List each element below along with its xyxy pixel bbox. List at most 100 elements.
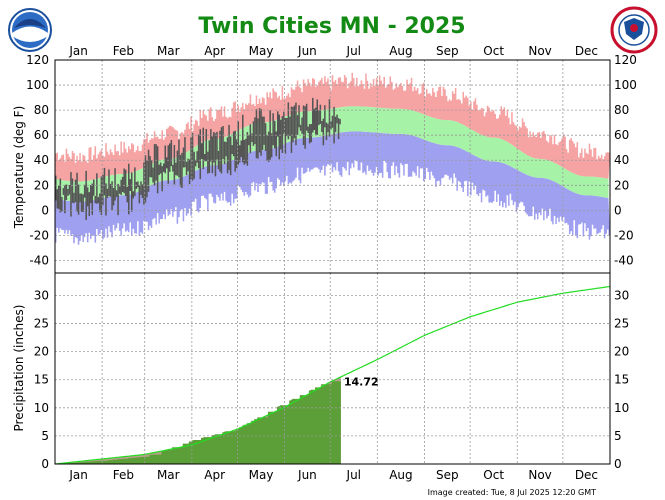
observed-temp-bar: [141, 184, 144, 198]
temp-ytick-label-right: 0: [614, 203, 622, 217]
month-label-bottom: May: [249, 468, 274, 482]
observed-temp-bar: [231, 145, 233, 154]
month-label-top: Aug: [389, 44, 412, 58]
observed-temp-bar: [219, 130, 221, 172]
observed-temp-bar: [96, 173, 98, 204]
observed-temp-bar: [123, 168, 125, 194]
observed-temp-bar: [68, 185, 71, 195]
observed-temp-bar: [305, 103, 308, 131]
observed-temp-bar: [64, 185, 66, 214]
observed-temp-bar: [272, 113, 274, 146]
observed-temp-bar: [59, 178, 62, 213]
observed-temp-bar: [252, 121, 255, 146]
observed-temp-bar: [280, 119, 282, 150]
observed-temp-bar: [179, 155, 182, 187]
observed-temp-bar: [213, 132, 215, 163]
observed-temp-bar: [258, 108, 261, 153]
observed-temp-bar: [211, 136, 214, 174]
observed-temp-bar: [270, 133, 273, 158]
observed-temp-bar: [208, 140, 211, 173]
observed-temp-bar: [240, 140, 243, 157]
observed-temp-bar: [196, 151, 198, 163]
precip-ytick-label-left: 20: [34, 345, 49, 359]
observed-temp-bar: [217, 150, 220, 170]
precip-ytick-label-left: 15: [34, 373, 49, 387]
observed-temp-bar: [255, 109, 258, 159]
month-label-top: Mar: [157, 44, 180, 58]
month-label-top: Feb: [113, 44, 134, 58]
observed-temp-bar: [169, 143, 171, 172]
observed-temp-bar: [185, 161, 188, 176]
observed-temp-bar: [187, 158, 189, 172]
observed-temperature-bars: [55, 97, 341, 220]
observed-temp-bar: [191, 133, 194, 181]
observed-temp-bar: [229, 136, 232, 176]
observed-temp-bar: [333, 106, 335, 144]
temp-ytick-label-right: -20: [614, 228, 634, 242]
observed-temp-bar: [91, 183, 94, 215]
observed-temp-bar: [301, 117, 303, 134]
observed-temp-bar: [126, 186, 129, 203]
observed-temp-bar: [188, 159, 191, 185]
precip-ytick-label-left: 0: [41, 457, 49, 471]
month-label-bottom: Jul: [346, 468, 361, 482]
observed-temp-bar: [61, 196, 63, 212]
observed-temp-bar: [193, 151, 195, 179]
temp-ytick-label-left: 100: [26, 78, 49, 92]
observed-temp-bar: [337, 118, 340, 140]
precip-ytick-label-right: 5: [614, 429, 622, 443]
observed-temp-bar: [319, 104, 322, 124]
observed-temp-bar: [106, 188, 109, 198]
observed-temp-bar: [202, 127, 205, 170]
observed-temp-bar: [182, 147, 185, 168]
observed-temp-bar: [167, 145, 170, 184]
record-low-band: [55, 131, 610, 245]
observed-temp-bar: [334, 116, 337, 133]
observed-temp-bar: [290, 106, 293, 153]
chart-title: Twin Cities MN - 2025: [198, 14, 465, 39]
nws-logo: [610, 6, 658, 54]
noaa-logo: [8, 8, 52, 52]
month-label-bottom: Nov: [528, 468, 551, 482]
observed-temp-bar: [93, 179, 95, 196]
observed-temp-bar: [274, 120, 276, 149]
observed-temp-bar: [190, 137, 192, 179]
observed-temp-bar: [88, 192, 91, 217]
month-label-bottom: Mar: [157, 468, 180, 482]
observed-temp-bar: [164, 145, 167, 174]
month-label-top: Sep: [436, 44, 459, 58]
observed-temp-bar: [155, 144, 157, 181]
observed-temp-bar: [138, 185, 141, 204]
observed-temp-bar: [316, 99, 319, 135]
precipitation-axis-label: Precipitation (inches): [12, 305, 26, 432]
observed-temp-bar: [120, 179, 122, 195]
observed-temp-bar: [336, 114, 338, 124]
observed-temp-bar: [166, 157, 168, 169]
observed-temp-bar: [94, 195, 97, 204]
observed-temp-bar: [304, 106, 306, 149]
temp-ytick-label-left: 120: [26, 53, 49, 67]
month-label-top: Dec: [575, 44, 598, 58]
observed-temp-bar: [83, 184, 86, 198]
observed-temp-bar: [278, 114, 281, 160]
observed-temp-bar: [331, 115, 334, 128]
observed-temp-bar: [295, 102, 297, 146]
observed-temp-bar: [237, 121, 240, 165]
month-label-bottom: Feb: [113, 468, 134, 482]
observed-temp-bar: [170, 140, 173, 167]
month-label-top: Nov: [528, 44, 551, 58]
observed-temp-bar: [281, 116, 284, 153]
observed-temp-bar: [260, 109, 262, 156]
observed-temp-bar: [115, 190, 118, 197]
observed-temp-bar: [243, 139, 246, 165]
temp-ytick-label-left: 60: [34, 128, 49, 142]
observed-temp-bar: [132, 191, 135, 199]
observed-temp-bar: [137, 181, 139, 188]
observed-temp-bar: [79, 193, 81, 203]
observed-temp-bar: [286, 118, 288, 137]
observed-temp-bar: [86, 187, 89, 207]
observed-temp-bar: [267, 131, 270, 162]
observed-temp-bar: [330, 121, 332, 130]
observed-temp-bar: [322, 118, 325, 146]
observed-temp-bar: [225, 142, 227, 157]
